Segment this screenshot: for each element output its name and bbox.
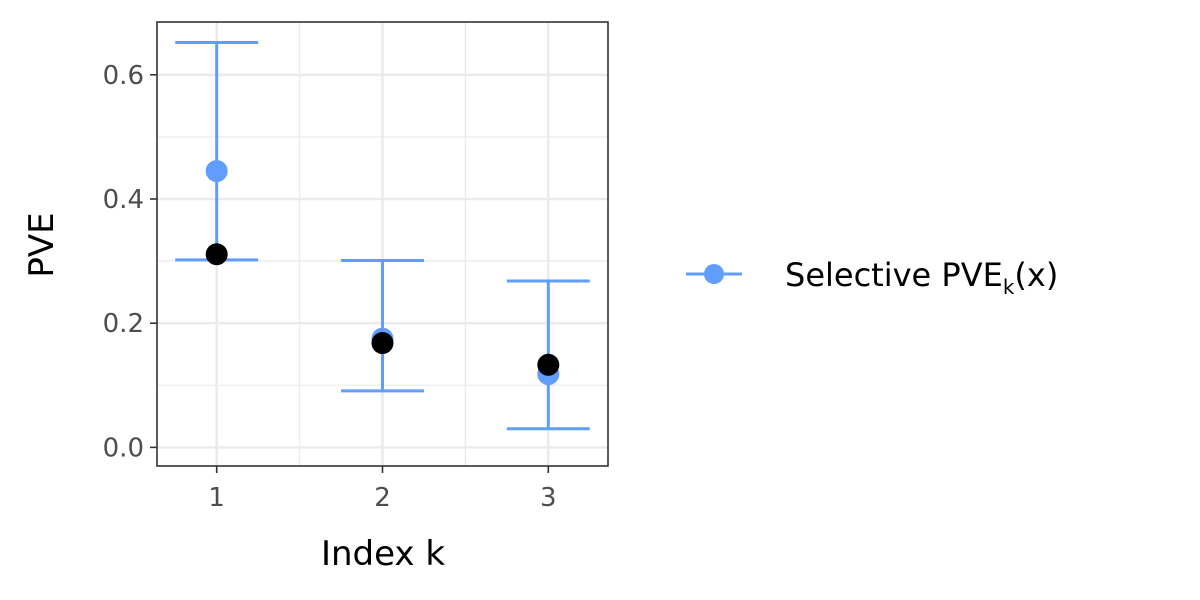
error-bars: [175, 40, 590, 431]
y-tick-label: 0.4: [103, 185, 144, 215]
y-tick-label: 0.6: [103, 61, 144, 91]
legend: Selective PVEk(x): [686, 256, 1058, 299]
legend-label-main: Selective PVE: [785, 256, 1003, 294]
legend-label-tail: (x): [1014, 256, 1058, 294]
legend-key-point: [704, 264, 724, 284]
reference-pve-point: [537, 353, 560, 376]
y-tick-label: 0.2: [103, 309, 144, 339]
x-tick-label: 2: [374, 483, 391, 513]
y-axis: 0.0 0.2 0.4 0.6: [103, 61, 157, 463]
legend-label: Selective PVEk(x): [785, 256, 1058, 299]
reference-pve-point: [371, 332, 394, 355]
reference-pve-point: [205, 243, 228, 266]
data-points: [205, 160, 560, 386]
x-axis: 1 2 3: [208, 466, 557, 513]
x-axis-title: Index k: [321, 534, 445, 574]
y-tick-label: 0.0: [103, 433, 144, 463]
legend-label-subscript: k: [1003, 275, 1015, 299]
x-tick-label: 1: [208, 483, 225, 513]
major-gridlines: [157, 22, 608, 466]
selective-pve-point: [205, 160, 228, 183]
y-axis-title: PVE: [22, 212, 62, 277]
x-tick-label: 3: [540, 483, 557, 513]
